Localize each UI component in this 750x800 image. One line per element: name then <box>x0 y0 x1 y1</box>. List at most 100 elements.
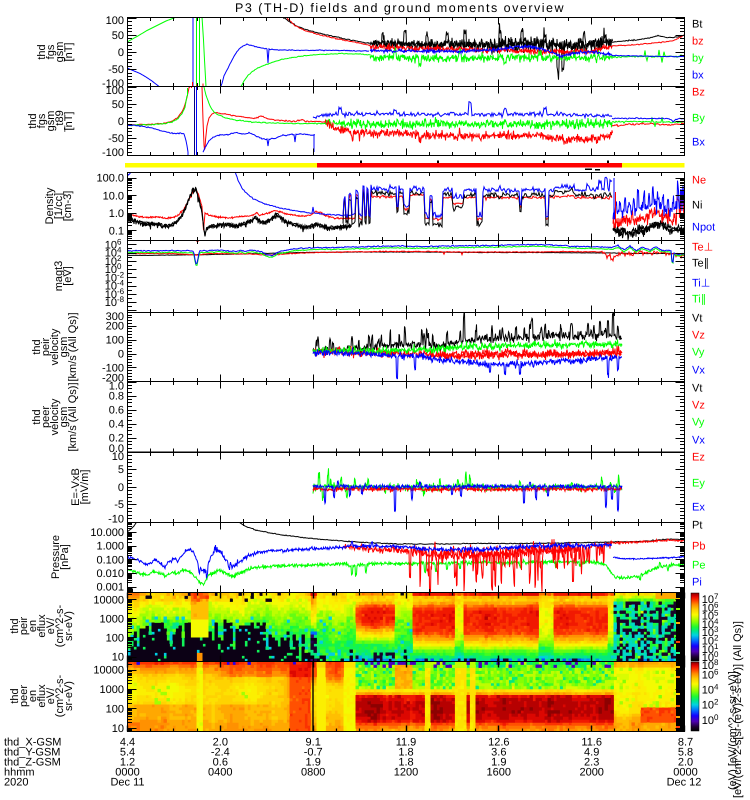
svg-text:Te∥: Te∥ <box>692 258 709 270</box>
svg-text:200: 200 <box>106 321 124 333</box>
svg-text:100: 100 <box>106 633 124 645</box>
svg-text:gsm: gsm <box>45 111 57 132</box>
svg-text:2.0: 2.0 <box>678 757 693 769</box>
svg-text:10: 10 <box>702 619 714 631</box>
svg-text:[eV/(cm^2-s[sr-(eV)2-s-eV)] (A: [eV/(cm^2-s[sr-(eV)2-s-eV)] (All Qs)] <box>732 621 744 798</box>
svg-text:11.9: 11.9 <box>396 737 417 749</box>
svg-text:Pe: Pe <box>692 560 705 572</box>
svg-text:-100: -100 <box>102 362 124 374</box>
svg-text:-50: -50 <box>108 64 124 76</box>
svg-text:thd: thd <box>31 409 43 424</box>
svg-text:Dec 11: Dec 11 <box>110 777 144 789</box>
svg-text:velocity: velocity <box>49 328 61 365</box>
svg-text:12.6: 12.6 <box>488 737 509 749</box>
svg-text:thd: thd <box>31 339 43 354</box>
svg-text:10000: 10000 <box>93 594 124 606</box>
svg-text:0: 0 <box>118 349 124 361</box>
svg-text:0: 0 <box>714 650 719 659</box>
svg-text:-100: -100 <box>102 78 124 90</box>
svg-text:-2.4: -2.4 <box>211 747 230 759</box>
svg-text:(cm^2-s-: (cm^2-s- <box>54 604 66 647</box>
svg-text:1.000: 1.000 <box>96 541 124 553</box>
svg-text:10: 10 <box>105 297 117 309</box>
svg-text:sr-eV): sr-eV) <box>63 611 75 641</box>
svg-text:0.0: 0.0 <box>109 443 124 455</box>
svg-text:0.100: 0.100 <box>96 554 124 566</box>
svg-text:10: 10 <box>112 723 124 735</box>
svg-text:1.0: 1.0 <box>109 208 124 220</box>
svg-text:bx: bx <box>692 70 704 82</box>
svg-text:4.4: 4.4 <box>120 737 135 749</box>
svg-text:Pi: Pi <box>692 577 702 589</box>
svg-text:1.2: 1.2 <box>120 757 135 769</box>
svg-text:Ni: Ni <box>692 200 702 212</box>
svg-text:Vz: Vz <box>692 400 705 412</box>
svg-text:thd: thd <box>27 113 39 128</box>
svg-text:0000: 0000 <box>673 767 697 779</box>
svg-text:thd_Z-GSM: thd_Z-GSM <box>4 757 61 769</box>
svg-text:Ne: Ne <box>692 175 706 187</box>
svg-text:4.9: 4.9 <box>584 747 599 759</box>
svg-text:peir: peir <box>40 337 52 356</box>
svg-text:1600: 1600 <box>487 767 511 779</box>
svg-text:Ey: Ey <box>692 478 705 490</box>
svg-text:thd: thd <box>9 688 21 703</box>
svg-text:(cm^2-s-: (cm^2-s- <box>54 674 66 717</box>
svg-text:0000: 0000 <box>115 767 139 779</box>
svg-text:10: 10 <box>702 594 714 606</box>
svg-text:Ti⊥: Ti⊥ <box>692 278 710 290</box>
svg-text:4: 4 <box>714 617 719 626</box>
svg-text:Pressure: Pressure <box>50 535 62 579</box>
svg-text:-10: -10 <box>108 514 124 526</box>
svg-text:10: 10 <box>702 700 714 712</box>
svg-text:by: by <box>692 53 704 65</box>
svg-text:0: 0 <box>118 116 124 128</box>
svg-text:7: 7 <box>714 592 719 601</box>
svg-text:5.4: 5.4 <box>120 747 135 759</box>
svg-text:1.8: 1.8 <box>398 747 413 759</box>
svg-text:0: 0 <box>117 262 122 271</box>
svg-text:Pt: Pt <box>692 520 702 532</box>
svg-text:5: 5 <box>714 609 719 618</box>
svg-text:By: By <box>692 113 705 125</box>
svg-text:10: 10 <box>702 684 714 696</box>
svg-text:bz: bz <box>692 36 704 48</box>
svg-text:Pb: Pb <box>692 541 705 553</box>
svg-text:_t89: _t89 <box>54 110 66 132</box>
svg-text:hhmm: hhmm <box>4 767 35 779</box>
svg-text:10: 10 <box>105 264 117 276</box>
svg-text:1.9: 1.9 <box>491 757 506 769</box>
svg-text:10.0: 10.0 <box>103 190 124 202</box>
svg-text:10: 10 <box>702 652 714 664</box>
svg-text:8.7: 8.7 <box>678 737 693 749</box>
svg-text:50: 50 <box>112 99 124 111</box>
svg-text:1: 1 <box>714 642 719 651</box>
svg-text:0: 0 <box>714 713 719 722</box>
svg-text:100: 100 <box>106 704 124 716</box>
svg-text:Vt: Vt <box>692 313 702 325</box>
svg-text:Npot: Npot <box>692 222 715 234</box>
svg-text:0800: 0800 <box>301 767 325 779</box>
svg-text:sr-eV): sr-eV) <box>63 681 75 711</box>
svg-text:(eV) [eV/(cm^2-s-sr-eV)]: (eV) [eV/(cm^2-s-sr-eV)] <box>727 671 739 790</box>
svg-text:0.4: 0.4 <box>109 419 124 431</box>
svg-text:peer: peer <box>40 406 52 428</box>
svg-text:9.1: 9.1 <box>306 737 321 749</box>
svg-text:Bz: Bz <box>692 87 705 99</box>
svg-text:fgs: fgs <box>45 44 57 59</box>
svg-text:gsm: gsm <box>58 337 70 358</box>
svg-text:100: 100 <box>106 85 124 97</box>
svg-text:5: 5 <box>118 464 124 476</box>
svg-text:[mV/m]: [mV/m] <box>79 470 91 505</box>
svg-text:Vy: Vy <box>692 417 705 429</box>
svg-text:0.2: 0.2 <box>109 433 124 445</box>
svg-text:10: 10 <box>105 239 117 251</box>
svg-text:0.8: 0.8 <box>109 391 124 403</box>
svg-text:Bx: Bx <box>692 137 705 149</box>
svg-text:velocity: velocity <box>49 398 61 435</box>
svg-text:10: 10 <box>105 272 117 284</box>
svg-text:Vt: Vt <box>692 383 702 395</box>
svg-text:10: 10 <box>105 256 117 268</box>
svg-text:6: 6 <box>714 600 719 609</box>
svg-text:10: 10 <box>702 660 714 672</box>
